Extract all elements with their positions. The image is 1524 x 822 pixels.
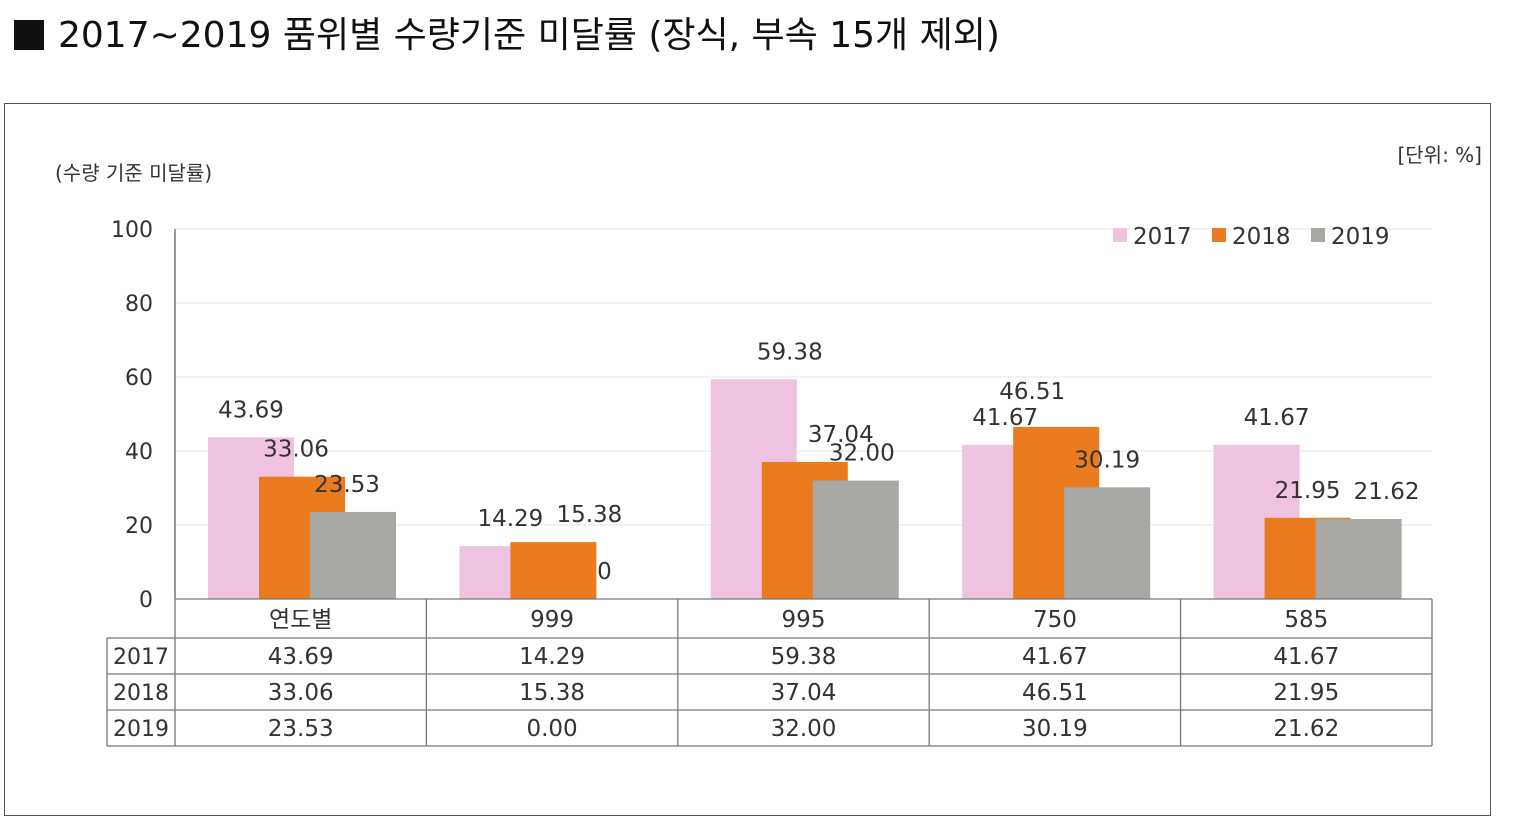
data-label: 46.51 bbox=[999, 379, 1065, 405]
table-cell: 14.29 bbox=[519, 644, 585, 670]
data-label: 41.67 bbox=[972, 405, 1038, 431]
table-cell: 41.67 bbox=[1022, 644, 1088, 670]
bar-2019-995 bbox=[812, 480, 899, 599]
table-cell: 0.00 bbox=[526, 716, 577, 742]
y-tick-label: 80 bbox=[125, 292, 153, 317]
table-header-category: 연도별 bbox=[269, 607, 332, 633]
table-row-label: 2018 bbox=[113, 681, 169, 706]
y-tick-label: 60 bbox=[125, 366, 153, 391]
table-cell: 33.06 bbox=[268, 680, 334, 706]
chart-frame bbox=[4, 103, 1491, 816]
data-label: 30.19 bbox=[1074, 447, 1140, 473]
legend-swatch-2018 bbox=[1212, 228, 1226, 242]
square-bullet-icon bbox=[14, 20, 44, 50]
y-tick-label: 40 bbox=[125, 440, 153, 465]
data-label: 43.69 bbox=[218, 397, 284, 423]
data-label: 14.29 bbox=[477, 506, 543, 532]
legend-swatch-2017 bbox=[1113, 228, 1127, 242]
table-cell: 30.19 bbox=[1022, 716, 1088, 742]
table-header-category: 995 bbox=[782, 607, 826, 633]
y-tick-label: 100 bbox=[111, 218, 153, 243]
table-cell: 23.53 bbox=[268, 716, 334, 742]
y-tick-label: 0 bbox=[139, 588, 153, 613]
bar-2019-750 bbox=[1064, 487, 1151, 599]
table-cell: 15.38 bbox=[519, 680, 585, 706]
bar-2018-999 bbox=[510, 542, 597, 599]
table-cell: 21.95 bbox=[1273, 680, 1339, 706]
table-cell: 43.69 bbox=[268, 644, 334, 670]
data-label: 32.00 bbox=[829, 441, 895, 467]
legend-label: 2018 bbox=[1232, 224, 1291, 250]
data-label: 15.38 bbox=[556, 502, 622, 528]
page-title-text: 2017~2019 품위별 수량기준 미달률 (장식, 부속 15개 제외) bbox=[58, 15, 1000, 56]
table-row-label: 2019 bbox=[113, 717, 169, 742]
table-row-label: 2017 bbox=[113, 645, 169, 670]
data-label: 0 bbox=[597, 559, 612, 585]
table-header-category: 750 bbox=[1033, 607, 1077, 633]
legend-label: 2017 bbox=[1133, 224, 1192, 250]
table-cell: 41.67 bbox=[1273, 644, 1339, 670]
y-tick-label: 20 bbox=[125, 514, 153, 539]
bar-2019-585 bbox=[1315, 519, 1402, 599]
page-title: 2017~2019 품위별 수량기준 미달률 (장식, 부속 15개 제외) bbox=[14, 14, 1000, 58]
unit-label: [단위: %] bbox=[1397, 143, 1482, 167]
data-label: 33.06 bbox=[263, 437, 329, 463]
table-cell: 21.62 bbox=[1273, 716, 1339, 742]
table-header-category: 999 bbox=[530, 607, 574, 633]
legend-swatch-2019 bbox=[1311, 228, 1325, 242]
data-label: 37.04 bbox=[808, 422, 874, 448]
y-axis-label: (수량 기준 미달률) bbox=[55, 161, 212, 185]
data-label: 21.62 bbox=[1354, 479, 1420, 505]
data-label: 23.53 bbox=[314, 472, 380, 498]
bar-2019-연도별 bbox=[310, 511, 396, 599]
legend-label: 2019 bbox=[1331, 224, 1390, 250]
data-label: 21.95 bbox=[1275, 478, 1341, 504]
table-header-category: 585 bbox=[1284, 607, 1328, 633]
table-cell: 59.38 bbox=[771, 644, 837, 670]
table-cell: 37.04 bbox=[771, 680, 837, 706]
table-cell: 46.51 bbox=[1022, 680, 1088, 706]
table-cell: 32.00 bbox=[771, 716, 837, 742]
data-label: 41.67 bbox=[1244, 405, 1310, 431]
data-label: 59.38 bbox=[757, 339, 823, 365]
